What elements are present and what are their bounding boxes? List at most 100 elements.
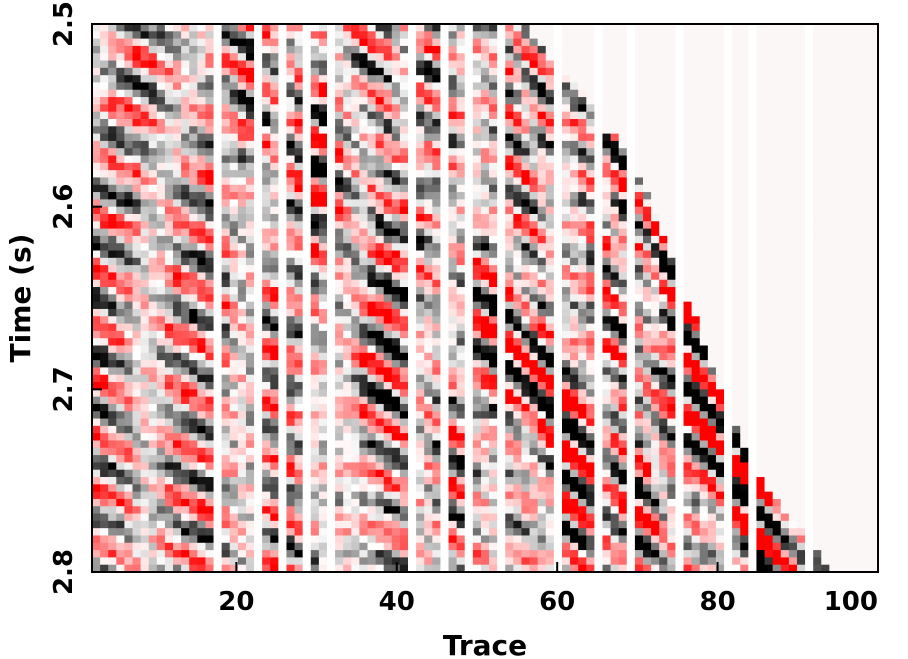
heatmap-cell — [448, 462, 458, 471]
heatmap-cell — [164, 418, 174, 427]
heatmap-cell — [464, 396, 474, 405]
heatmap-cell — [553, 235, 563, 244]
heatmap-cell — [408, 294, 417, 303]
heatmap-cell — [286, 118, 296, 127]
heatmap-cell — [570, 272, 579, 281]
heatmap-cell — [132, 491, 142, 500]
heatmap-cell — [351, 265, 360, 274]
heatmap-cell — [497, 564, 506, 573]
heatmap-cell — [578, 433, 587, 442]
heatmap-cell — [318, 118, 328, 127]
heatmap-cell — [270, 411, 279, 420]
heatmap-cell — [545, 513, 555, 522]
heatmap-cell — [383, 535, 393, 544]
heatmap-cell — [124, 367, 134, 376]
heatmap-cell — [545, 192, 555, 200]
heatmap-cell — [594, 506, 604, 515]
heatmap-cell — [318, 528, 328, 537]
heatmap-cell — [472, 360, 482, 369]
heatmap-cell — [489, 330, 498, 339]
heatmap-cell — [367, 411, 377, 420]
heatmap-cell — [578, 382, 587, 390]
heatmap-cell — [521, 520, 531, 529]
heatmap-cell — [197, 374, 207, 383]
heatmap-cell — [586, 535, 595, 544]
heatmap-cell — [245, 235, 255, 244]
heatmap-cell — [375, 75, 385, 84]
heatmap-cell — [480, 440, 490, 449]
heatmap-cell — [278, 345, 288, 354]
heatmap-cell — [440, 24, 450, 32]
heatmap-cell — [335, 418, 344, 427]
heatmap-cell — [440, 477, 450, 485]
heatmap-cell — [181, 506, 190, 515]
heatmap-cell — [140, 111, 150, 120]
heatmap-cell — [440, 440, 450, 449]
heatmap-cell — [173, 221, 182, 230]
heatmap-cell — [221, 272, 231, 281]
heatmap-cell — [391, 53, 401, 62]
heatmap-cell — [521, 228, 531, 237]
heatmap-cell — [578, 272, 587, 281]
heatmap-cell — [375, 367, 385, 376]
heatmap-cell — [399, 301, 409, 310]
heatmap-cell — [140, 67, 150, 76]
heatmap-cell — [229, 89, 239, 98]
heatmap-cell — [610, 272, 620, 281]
heatmap-cell — [237, 294, 247, 303]
heatmap-cell — [416, 338, 425, 347]
heatmap-cell — [132, 411, 142, 420]
heatmap-cell — [318, 330, 328, 339]
heatmap-cell — [497, 272, 506, 281]
heatmap-cell — [545, 484, 555, 493]
heatmap-cell — [440, 403, 450, 412]
heatmap-cell — [618, 374, 628, 383]
heatmap-cell — [100, 542, 109, 551]
heatmap-cell — [335, 367, 344, 376]
heatmap-cell — [408, 148, 417, 157]
heatmap-cell — [116, 140, 126, 149]
heatmap-cell — [448, 484, 458, 493]
heatmap-cell — [399, 367, 409, 376]
heatmap-cell — [505, 425, 514, 434]
heatmap-cell — [367, 440, 377, 449]
heatmap-cell — [456, 82, 466, 91]
heatmap-cell — [124, 38, 134, 47]
heatmap-cell — [156, 316, 166, 325]
heatmap-cell — [270, 24, 279, 32]
heatmap-cell — [100, 213, 109, 222]
heatmap-cell — [213, 542, 223, 551]
heatmap-cell — [553, 177, 563, 186]
heatmap-cell — [294, 140, 304, 149]
heatmap-cell — [610, 433, 620, 442]
heatmap-cell — [262, 82, 271, 91]
heatmap-cell — [383, 294, 393, 303]
heatmap-cell — [586, 520, 595, 529]
heatmap-cell — [553, 316, 563, 325]
heatmap-cell — [254, 484, 263, 493]
heatmap-cell — [100, 192, 109, 200]
heatmap-cell — [610, 491, 620, 500]
heatmap-cell — [456, 89, 466, 98]
heatmap-cell — [367, 199, 377, 208]
heatmap-cell — [359, 396, 369, 405]
heatmap-cell — [262, 484, 271, 493]
heatmap-cell — [610, 155, 620, 164]
heatmap-cell — [205, 557, 215, 566]
heatmap-cell — [294, 148, 304, 157]
heatmap-cell — [610, 133, 620, 142]
heatmap-cell — [205, 279, 215, 288]
heatmap-cell — [318, 382, 328, 390]
heatmap-cell — [237, 67, 247, 76]
heatmap-cell — [189, 338, 198, 347]
heatmap-cell — [318, 396, 328, 405]
heatmap-cell — [367, 352, 377, 361]
heatmap-cell — [335, 542, 344, 551]
heatmap-cell — [626, 24, 636, 32]
heatmap-cell — [92, 170, 101, 179]
heatmap-cell — [124, 513, 134, 522]
heatmap-cell — [326, 192, 336, 200]
heatmap-cell — [489, 170, 498, 179]
heatmap-cell — [164, 272, 174, 281]
heatmap-cell — [440, 170, 450, 179]
